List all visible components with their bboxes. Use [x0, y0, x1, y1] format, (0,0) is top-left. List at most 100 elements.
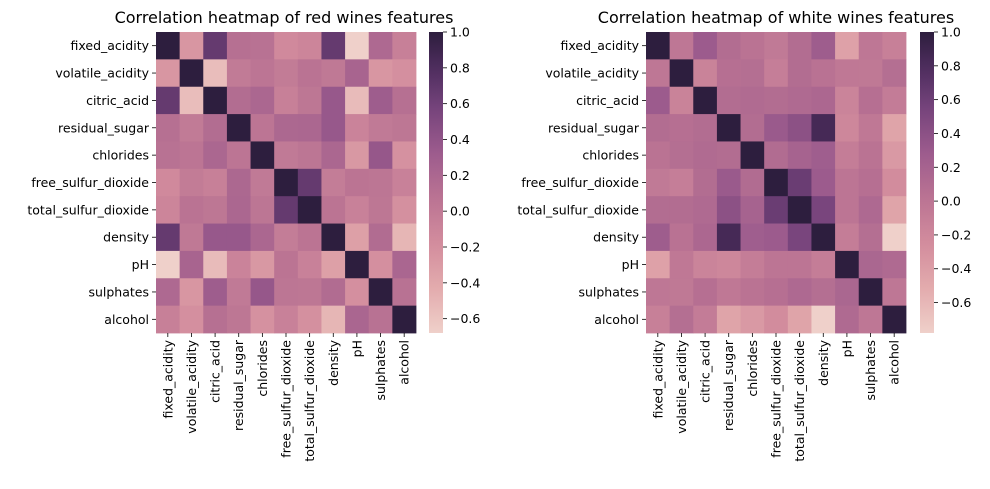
heatmap-cell — [669, 278, 694, 307]
x-tick-label: citric_acid — [698, 340, 713, 403]
heatmap-cell — [835, 32, 860, 60]
heatmap-cell — [156, 59, 181, 88]
heatmap-cell — [811, 86, 836, 115]
y-tick-label: density — [103, 230, 149, 245]
colorbar-tick-label: 1.0 — [941, 25, 961, 40]
heatmap-cell — [203, 59, 228, 88]
x-tick-label: volatile_acidity — [184, 339, 199, 433]
x-tick-label: alcohol — [397, 340, 412, 385]
heatmap-cell — [274, 196, 299, 224]
x-tick-label: free_sulfur_dioxide — [279, 340, 294, 458]
heatmap-cell — [392, 168, 417, 197]
chart-title: Correlation heatmap of red wines feature… — [115, 8, 454, 27]
heatmap-cell — [345, 59, 370, 88]
y-tick-label: chlorides — [92, 148, 149, 163]
heatmap-cell — [203, 141, 228, 170]
heatmap-cell — [156, 86, 181, 115]
y-tick-label: free_sulfur_dioxide — [521, 175, 639, 190]
heatmap-cell — [297, 168, 322, 197]
heatmap-cell — [203, 32, 228, 60]
heatmap-cell — [179, 114, 204, 142]
heatmap-cell — [811, 59, 836, 88]
heatmap-cell — [226, 86, 251, 115]
heatmap-cell — [787, 59, 812, 88]
heatmap-cell — [693, 223, 718, 252]
heatmap-cell — [203, 250, 228, 279]
heatmap-cell — [297, 86, 322, 115]
heatmap-cell — [858, 168, 883, 197]
heatmap-cell — [392, 114, 417, 142]
heatmap-cell — [368, 196, 393, 224]
heatmap-cell — [345, 223, 370, 252]
heatmap-cell — [297, 32, 322, 60]
heatmap-cell — [392, 196, 417, 224]
heatmap-cell — [250, 32, 275, 60]
colorbar-tick-label: 0.8 — [941, 58, 961, 73]
heatmap-cell — [156, 141, 181, 170]
heatmap-cell — [392, 59, 417, 88]
heatmap-cell — [392, 305, 417, 334]
heatmap-cell — [179, 86, 204, 115]
heatmap-cell — [882, 141, 907, 170]
heatmap-cell — [297, 114, 322, 142]
x-tick-label: density — [816, 339, 831, 385]
heatmap-cell — [811, 168, 836, 197]
heatmap-cell — [693, 278, 718, 307]
heatmap-cell — [669, 59, 694, 88]
heatmap-cell — [156, 196, 181, 224]
heatmap-cell — [179, 32, 204, 60]
heatmap-cell — [811, 114, 836, 142]
heatmap-cell — [882, 168, 907, 197]
heatmap-cell — [787, 86, 812, 115]
heatmap-cell — [811, 196, 836, 224]
heatmap-cell — [226, 32, 251, 60]
heatmap-cell — [297, 196, 322, 224]
heatmap-cell — [693, 168, 718, 197]
heatmap-cell — [297, 141, 322, 170]
heatmap-cell — [226, 223, 251, 252]
x-tick-label: residual_sugar — [721, 339, 736, 431]
heatmap-cell — [345, 196, 370, 224]
heatmap-cell — [882, 32, 907, 60]
heatmap-cell — [858, 141, 883, 170]
heatmap-cell — [321, 196, 346, 224]
heatmap-cell — [835, 86, 860, 115]
heatmap-cell — [835, 250, 860, 279]
heatmap-cell — [345, 32, 370, 60]
heatmap-cell — [368, 59, 393, 88]
heatmap-cell — [716, 305, 741, 334]
y-tick-label: total_sulfur_dioxide — [517, 202, 639, 217]
heatmap-cell — [250, 59, 275, 88]
heatmap-cell — [226, 168, 251, 197]
heatmap-cell — [764, 196, 789, 224]
y-tick-label: citric_acid — [576, 93, 639, 108]
y-tick-label: residual_sugar — [548, 120, 640, 135]
x-tick-label: free_sulfur_dioxide — [769, 340, 784, 458]
heatmap-cell — [858, 278, 883, 307]
y-tick-label: free_sulfur_dioxide — [31, 175, 149, 190]
y-tick-label: pH — [622, 257, 639, 272]
heatmap-cell — [345, 141, 370, 170]
colorbar-tick-label: −0.2 — [941, 227, 971, 242]
heatmap-cell — [274, 223, 299, 252]
x-tick-label: total_sulfur_dioxide — [302, 340, 317, 462]
colorbar-tick-label: 0.6 — [450, 96, 470, 111]
heatmap-cell — [740, 223, 765, 252]
heatmap-cell — [693, 250, 718, 279]
heatmap-cell — [835, 59, 860, 88]
colorbar-tick-label: −0.4 — [941, 261, 971, 276]
colorbar-tick-label: 0.6 — [941, 92, 961, 107]
heatmap-cell — [368, 250, 393, 279]
heatmap-cell — [669, 250, 694, 279]
heatmap-cell — [297, 305, 322, 334]
heatmap-cell — [321, 32, 346, 60]
heatmap-cell — [787, 168, 812, 197]
heatmap-cell — [882, 305, 907, 334]
heatmap-cell — [392, 86, 417, 115]
heatmap-cell — [858, 305, 883, 334]
heatmap-cell — [368, 223, 393, 252]
heatmap-cell — [740, 86, 765, 115]
heatmap-cell — [368, 278, 393, 307]
colorbar-tick-label: 1.0 — [450, 25, 470, 40]
y-tick-label: chlorides — [582, 148, 639, 163]
